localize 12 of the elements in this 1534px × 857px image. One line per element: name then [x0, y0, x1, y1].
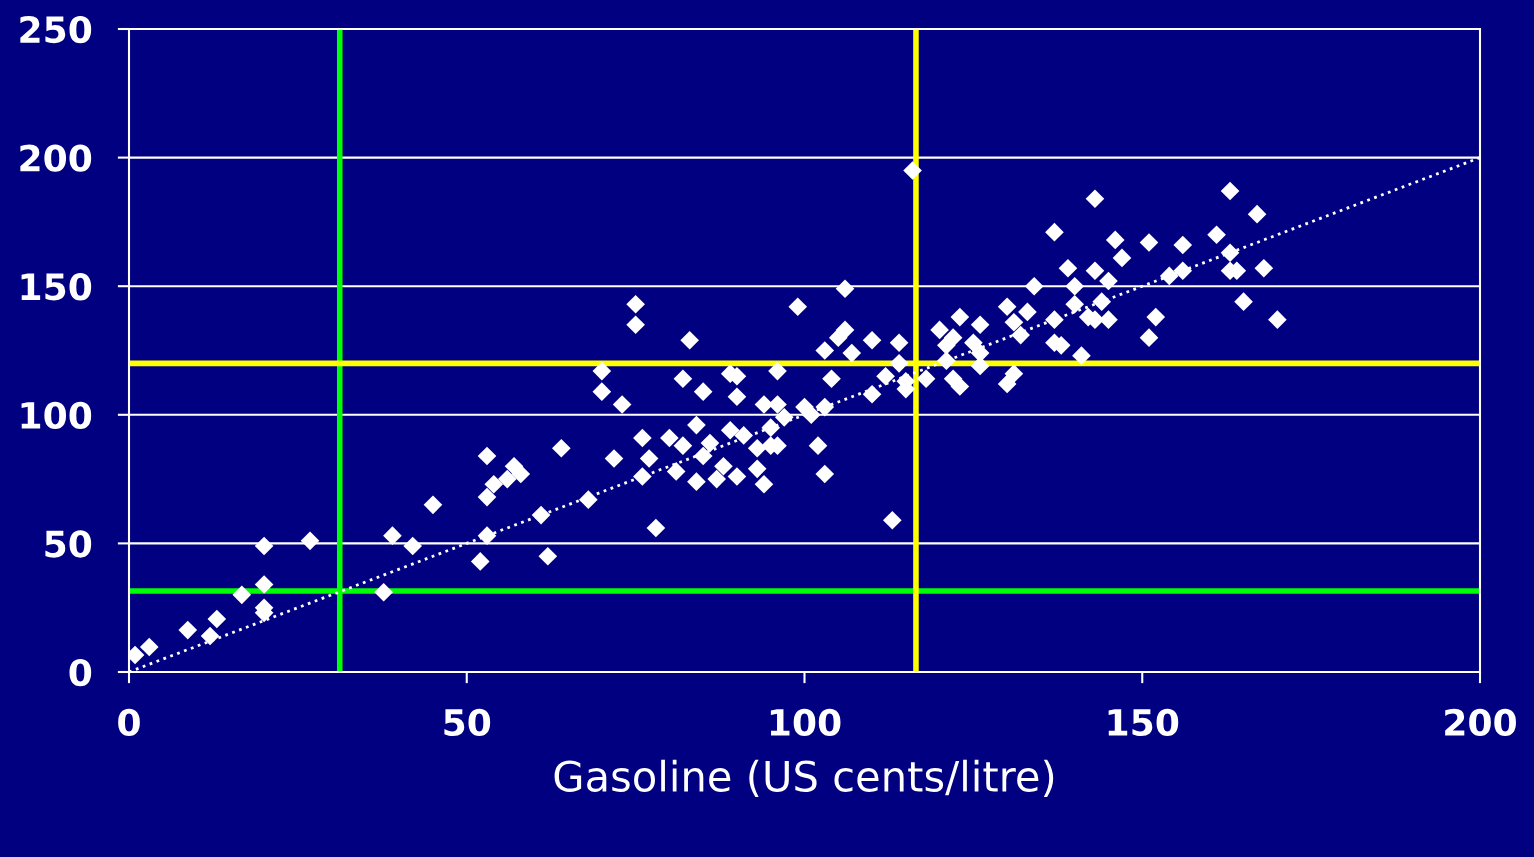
x-tick-label: 100: [770, 708, 841, 737]
x-tick-label: 0: [118, 708, 140, 737]
x-axis-title: Gasoline (US cents/litre): [554, 759, 1054, 797]
x-tick-label: 200: [1445, 708, 1516, 737]
y-tick-label: 100: [21, 401, 92, 430]
y-tick-label: 150: [21, 273, 92, 301]
y-tick-label: 200: [20, 144, 92, 172]
x-tick-label: 150: [1108, 708, 1179, 737]
y-tick-label: 250: [20, 15, 92, 44]
x-tick-label: 50: [444, 708, 491, 737]
y-tick-label: 50: [45, 530, 92, 558]
y-tick-label: 0: [69, 658, 92, 687]
